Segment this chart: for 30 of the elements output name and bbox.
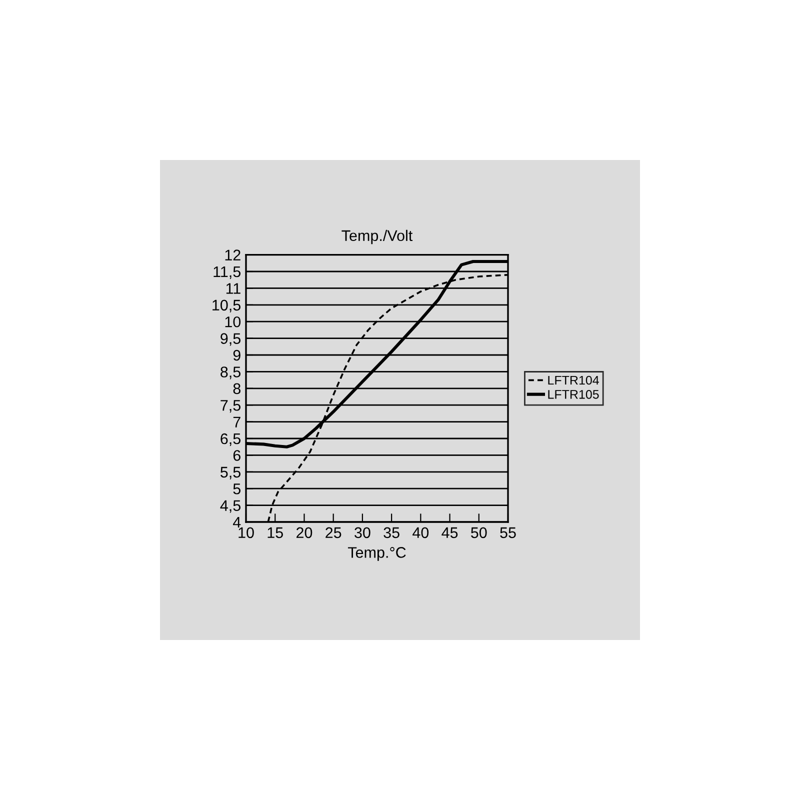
y-tick-label: 5: [233, 484, 240, 494]
x-axis-title: Temp.°C: [348, 547, 406, 561]
y-tick-label: 4: [232, 517, 241, 528]
y-tick-label: 10,5: [212, 300, 240, 312]
y-tick-label: 9: [233, 350, 240, 361]
x-tick-label: 55: [500, 527, 516, 538]
y-tick-label: 7: [233, 416, 240, 428]
x-tick-label: 35: [384, 527, 400, 538]
y-tick-label: 11,5: [214, 266, 240, 279]
y-tick-label: 8,5: [220, 366, 240, 380]
x-tick-label: 30: [354, 527, 370, 538]
x-tick-label: 20: [296, 527, 312, 538]
x-tick-label: 15: [268, 527, 283, 538]
x-tick-label: 50: [471, 527, 487, 538]
x-tick-label: 25: [326, 527, 342, 538]
legend-label: LFTR104: [548, 376, 599, 385]
y-tick-label: 6,5: [220, 433, 240, 446]
y-tick-label: 8: [233, 383, 240, 394]
y-tick-label: 11: [226, 283, 240, 294]
y-tick-label: 10: [225, 316, 241, 328]
y-tick-label: 12: [225, 250, 240, 260]
chart-title: Temp./Volt: [342, 230, 413, 244]
legend-label: LFTR105: [548, 390, 599, 399]
y-tick-label: 5,5: [220, 466, 240, 480]
y-tick-label: 7,5: [220, 400, 240, 413]
x-tick-label: 40: [412, 527, 429, 538]
y-tick-label: 9,5: [220, 333, 240, 346]
y-tick-label: 6: [233, 450, 240, 461]
x-tick-label: 45: [442, 527, 458, 538]
y-tick-label: 4,5: [220, 500, 240, 513]
